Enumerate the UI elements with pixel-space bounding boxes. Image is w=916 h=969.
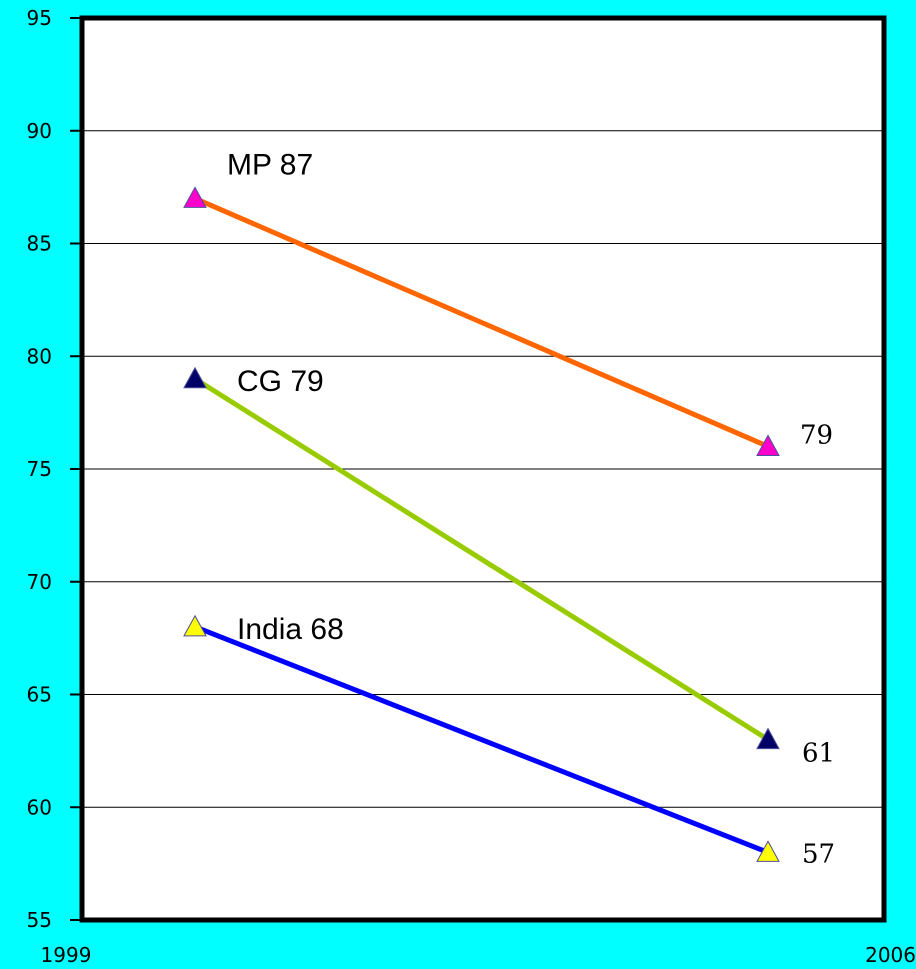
series-start-label: MP 87 xyxy=(227,148,313,181)
y-tick-label: 85 xyxy=(27,232,52,256)
series-start-label: CG 79 xyxy=(237,365,324,398)
series-line xyxy=(193,376,770,742)
y-tick-label: 70 xyxy=(27,570,52,594)
y-tick-label: 95 xyxy=(27,6,52,30)
y-axis-tick-labels: 55 60 65 70 75 80 85 90 95 xyxy=(27,6,82,932)
y-tick-label: 80 xyxy=(27,344,52,368)
y-tick-label: 65 xyxy=(27,683,52,707)
y-tick-label: 55 xyxy=(27,908,52,932)
series-0: MP 87 79 xyxy=(183,148,833,456)
y-tick-label: 75 xyxy=(27,457,52,481)
x-tick-label: 2006 xyxy=(865,943,916,967)
series-start-label: India 68 xyxy=(237,613,344,646)
series-end-label: 57 xyxy=(802,839,835,869)
data-point-marker xyxy=(756,727,780,750)
data-point-marker xyxy=(183,186,207,208)
data-point-marker xyxy=(183,366,207,389)
y-tick-label: 90 xyxy=(27,119,52,143)
series-group: MP 87 79 CG 79 61 India 68 57 xyxy=(183,148,835,869)
series-end-label: 61 xyxy=(802,739,835,769)
x-axis-tick-labels: 1999 2006 xyxy=(41,943,916,967)
series-line xyxy=(194,624,769,855)
series-2: India 68 57 xyxy=(183,613,835,869)
x-tick-label: 1999 xyxy=(41,943,92,967)
series-line xyxy=(194,196,769,449)
data-point-marker xyxy=(756,840,780,862)
series-end-label: 79 xyxy=(800,420,833,450)
series-1: CG 79 61 xyxy=(183,365,835,769)
gridlines xyxy=(82,130,884,808)
data-point-marker xyxy=(183,614,207,637)
data-point-marker xyxy=(756,434,780,456)
y-tick-label: 60 xyxy=(27,795,52,819)
